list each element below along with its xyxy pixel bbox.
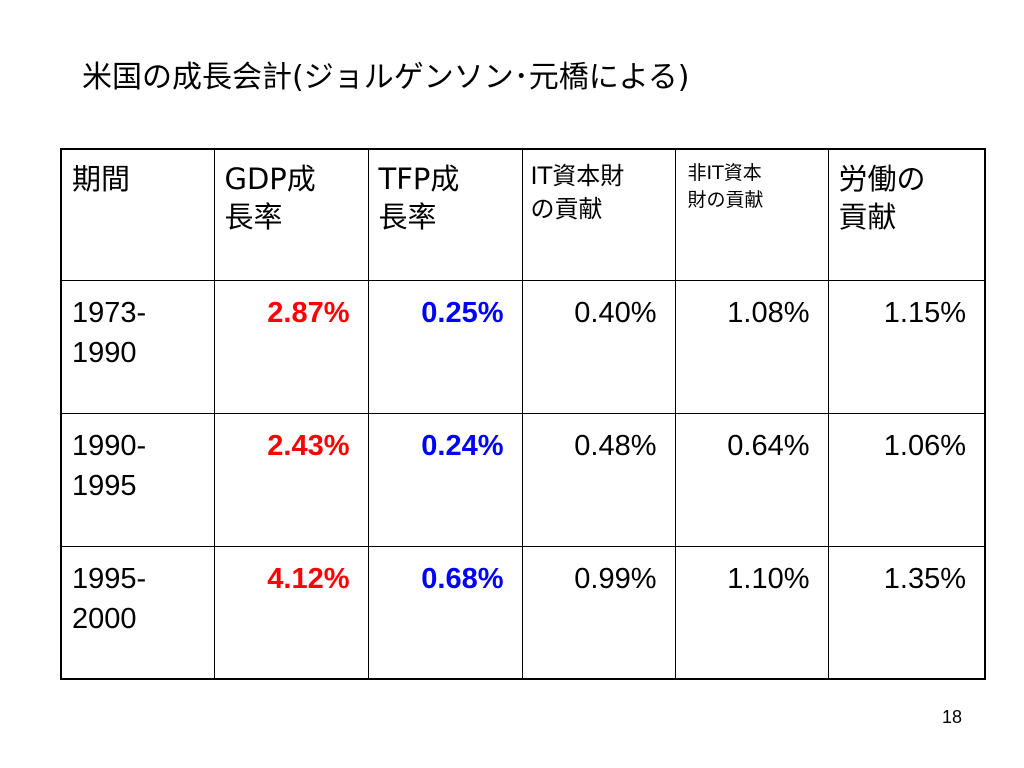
labor-cell: 1.15% — [827, 279, 986, 414]
gdp-growth-value: 2.43% — [267, 429, 350, 462]
period-end: 1995 — [72, 469, 137, 502]
tfp-growth-value: 0.68% — [421, 562, 504, 595]
header-label: 長率 — [378, 200, 437, 234]
it-capital-cell: 0.48% — [521, 412, 676, 547]
table-row: 1973- 1990 2.87% 0.25% 0.40% 1.08% 1.15% — [60, 279, 986, 414]
header-tfp-growth: TFP成 長率 — [367, 148, 523, 281]
period-cell: 1995- 2000 — [60, 545, 215, 680]
labor-value: 1.06% — [883, 429, 966, 462]
header-label: IT資本財 — [530, 162, 625, 190]
labor-cell: 1.35% — [827, 545, 986, 680]
header-label: 財の貢献 — [687, 189, 764, 211]
gdp-growth-cell: 2.87% — [213, 279, 369, 414]
header-label: 期間 — [72, 162, 131, 196]
non-it-capital-cell: 1.08% — [674, 279, 829, 414]
header-label: TFP成 — [378, 162, 460, 196]
header-label: の貢献 — [530, 195, 603, 223]
header-label: 非IT資本 — [687, 162, 762, 184]
labor-cell: 1.06% — [827, 412, 986, 547]
period-start: 1990- — [72, 429, 147, 462]
it-capital-value: 0.40% — [574, 296, 657, 329]
gdp-growth-value: 2.87% — [267, 296, 350, 329]
growth-accounting-table: 期間 GDP成 長率 TFP成 長率 IT資本財 の貢献 非IT資本 財の貢献 — [60, 148, 986, 680]
header-gdp-growth: GDP成 長率 — [213, 148, 369, 281]
period-start: 1973- — [72, 296, 147, 329]
gdp-growth-value: 4.12% — [267, 562, 350, 595]
table-row: 1995- 2000 4.12% 0.68% 0.99% 1.10% 1.35% — [60, 545, 986, 680]
labor-value: 1.35% — [883, 562, 966, 595]
period-cell: 1973- 1990 — [60, 279, 215, 414]
tfp-growth-cell: 0.68% — [367, 545, 523, 680]
it-capital-value: 0.99% — [574, 562, 657, 595]
table-row: 1990- 1995 2.43% 0.24% 0.48% 0.64% 1.06% — [60, 412, 986, 547]
tfp-growth-value: 0.24% — [421, 429, 504, 462]
non-it-capital-value: 1.08% — [727, 296, 810, 329]
gdp-growth-cell: 2.43% — [213, 412, 369, 547]
header-label: GDP成 — [224, 162, 316, 196]
it-capital-cell: 0.99% — [521, 545, 676, 680]
non-it-capital-value: 1.10% — [727, 562, 810, 595]
header-labor: 労働の 貢献 — [827, 148, 986, 281]
tfp-growth-cell: 0.24% — [367, 412, 523, 547]
non-it-capital-value: 0.64% — [727, 429, 810, 462]
header-period: 期間 — [60, 148, 215, 281]
header-non-it-capital: 非IT資本 財の貢献 — [674, 148, 829, 281]
non-it-capital-cell: 1.10% — [674, 545, 829, 680]
labor-value: 1.15% — [883, 296, 966, 329]
it-capital-cell: 0.40% — [521, 279, 676, 414]
header-label: 長率 — [224, 200, 283, 234]
it-capital-value: 0.48% — [574, 429, 657, 462]
period-start: 1995- — [72, 562, 147, 595]
period-cell: 1990- 1995 — [60, 412, 215, 547]
table-header-row: 期間 GDP成 長率 TFP成 長率 IT資本財 の貢献 非IT資本 財の貢献 — [60, 148, 986, 281]
period-end: 2000 — [72, 602, 137, 635]
tfp-growth-cell: 0.25% — [367, 279, 523, 414]
page-number: 18 — [941, 707, 962, 727]
header-label: 労働の — [838, 162, 926, 196]
period-end: 1990 — [72, 336, 137, 369]
non-it-capital-cell: 0.64% — [674, 412, 829, 547]
slide-title: 米国の成長会計(ジョルゲンソン･元橋による) — [82, 60, 690, 95]
gdp-growth-cell: 4.12% — [213, 545, 369, 680]
header-it-capital: IT資本財 の貢献 — [521, 148, 676, 281]
tfp-growth-value: 0.25% — [421, 296, 504, 329]
header-label: 貢献 — [838, 200, 897, 234]
